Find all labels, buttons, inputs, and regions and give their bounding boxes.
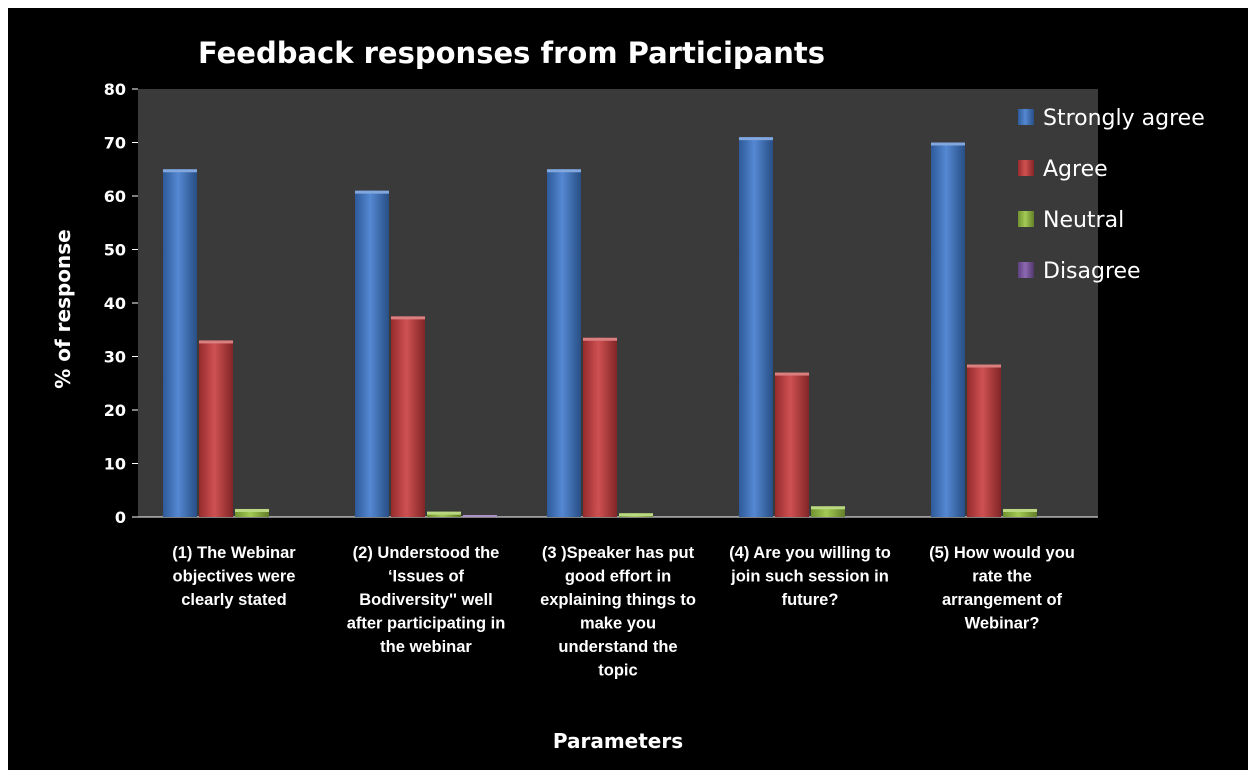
y-tick-label: 50 — [104, 241, 126, 260]
y-tick-label: 40 — [104, 294, 126, 313]
bar-cap — [931, 143, 965, 146]
bar-cap — [775, 373, 809, 376]
bar-agree-4 — [775, 373, 809, 517]
legend-swatch — [1018, 109, 1034, 125]
x-tick-label: (3 )Speaker has put good effort in explain… — [540, 544, 696, 680]
y-tick-label: 60 — [104, 187, 126, 206]
y-tick-label: 30 — [104, 348, 126, 367]
legend-label: Disagree — [1043, 259, 1141, 284]
x-axis-labels: (1) The Webinar objectives were clearly st… — [172, 544, 1075, 680]
legend-swatch — [1018, 262, 1034, 278]
bar-cap — [163, 169, 197, 172]
bar-cap — [235, 509, 269, 512]
x-tick-label: (5) How would you rate the arrangement of W… — [929, 544, 1075, 633]
bar-cap — [811, 506, 845, 509]
legend-swatch — [1018, 160, 1034, 176]
bar-agree-2 — [391, 316, 425, 517]
y-tick-label: 70 — [104, 134, 126, 153]
bar-cap — [199, 340, 233, 343]
x-tick-label: (2) Understood the ‘Issues of Bodiversity'… — [347, 544, 506, 656]
x-axis-title: Parameters — [553, 729, 683, 753]
bar-strongly-agree-4 — [739, 137, 773, 517]
bar-cap — [355, 191, 389, 194]
y-tick-label: 20 — [104, 401, 126, 420]
bar-strongly-agree-1 — [163, 169, 197, 517]
y-tick-label: 0 — [115, 508, 126, 527]
y-tick-label: 10 — [104, 455, 126, 474]
bar-cap — [547, 169, 581, 172]
chart-title: Feedback responses from Participants — [198, 36, 825, 70]
x-tick-label: (1) The Webinar objectives were clearly st… — [172, 544, 296, 609]
bar-strongly-agree-5 — [931, 143, 965, 518]
bar-agree-3 — [583, 338, 617, 517]
legend-label: Strongly agree — [1043, 106, 1205, 131]
chart-frame: Feedback responses from Participants 0 10… — [8, 8, 1248, 770]
legend-label: Neutral — [1043, 208, 1124, 233]
bar-agree-5 — [967, 365, 1001, 517]
bar-strongly-agree-3 — [547, 169, 581, 517]
y-axis-title: % of response — [51, 229, 75, 389]
y-tick-label: 80 — [104, 80, 126, 99]
bar-cap — [619, 513, 653, 516]
bar-chart: Feedback responses from Participants 0 10… — [8, 8, 1248, 770]
bar-cap — [1003, 509, 1037, 512]
x-tick-label: (4) Are you willing to join such session … — [729, 544, 891, 609]
bar-cap — [583, 338, 617, 341]
bar-cap — [463, 515, 497, 517]
bar-cap — [739, 137, 773, 140]
bar-cap — [967, 365, 1001, 368]
legend-swatch — [1018, 211, 1034, 227]
bar-agree-1 — [199, 340, 233, 517]
bar-cap — [427, 512, 461, 515]
bar-cap — [391, 316, 425, 319]
bar-strongly-agree-2 — [355, 191, 389, 517]
legend-label: Agree — [1043, 157, 1108, 182]
